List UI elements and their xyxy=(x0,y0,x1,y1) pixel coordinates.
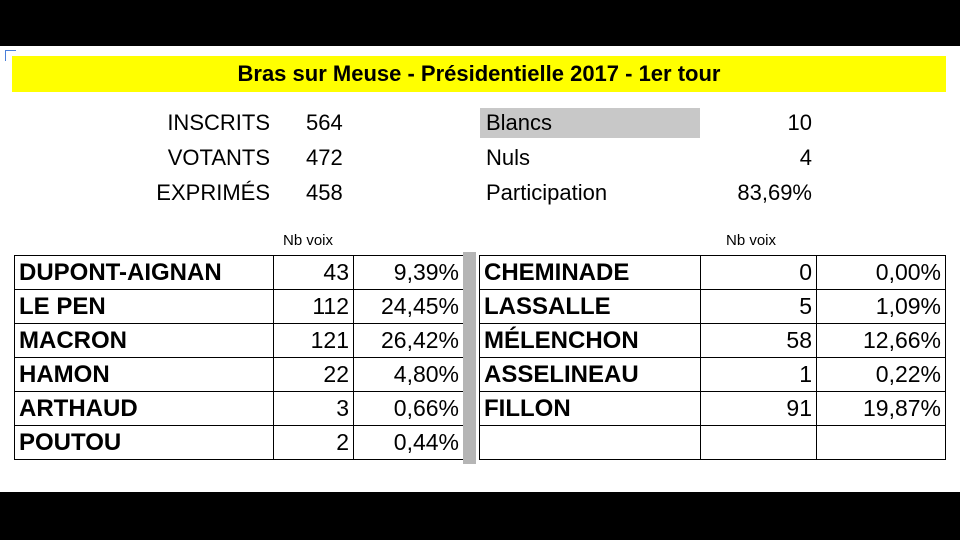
stat-label-participation: Participation xyxy=(486,180,608,205)
candidate-name: LE PEN xyxy=(14,289,274,324)
table-row: POUTOU 2 0,44% xyxy=(14,425,464,460)
candidate-votes: 43 xyxy=(273,255,354,290)
stat-value-blancs: 10 xyxy=(787,110,812,135)
stat-value-nuls: 4 xyxy=(799,145,812,170)
stat-label-nuls: Nuls xyxy=(486,145,531,170)
table-row: FILLON 91 19,87% xyxy=(479,391,946,426)
spreadsheet-area: Bras sur Meuse - Présidentielle 2017 - 1… xyxy=(0,46,960,492)
table-row: DUPONT-AIGNAN 43 9,39% xyxy=(14,255,464,290)
candidate-votes: 112 xyxy=(273,289,354,324)
candidate-percent: 19,87% xyxy=(816,391,946,426)
candidate-percent: 0,44% xyxy=(353,425,464,460)
candidate-percent: 0,66% xyxy=(353,391,464,426)
results-table-left: DUPONT-AIGNAN 43 9,39% LE PEN 112 24,45%… xyxy=(14,255,464,460)
table-row: HAMON 22 4,80% xyxy=(14,357,464,392)
candidate-name: FILLON xyxy=(479,391,701,426)
stat-value-exprimes: 458 xyxy=(306,180,343,205)
page-title: Bras sur Meuse - Présidentielle 2017 - 1… xyxy=(12,56,946,92)
candidate-percent: 24,45% xyxy=(353,289,464,324)
stat-value-inscrits: 564 xyxy=(306,110,343,135)
candidate-percent: 26,42% xyxy=(353,323,464,358)
candidate-name: MACRON xyxy=(14,323,274,358)
empty-cell xyxy=(816,425,946,460)
candidate-percent: 1,09% xyxy=(816,289,946,324)
stat-label-blancs: Blancs xyxy=(480,108,700,138)
candidate-votes: 121 xyxy=(273,323,354,358)
column-header-nb-voix-left: Nb voix xyxy=(283,232,334,249)
table-row xyxy=(479,425,946,460)
empty-cell xyxy=(479,425,701,460)
candidate-name: LASSALLE xyxy=(479,289,701,324)
candidate-name: ARTHAUD xyxy=(14,391,274,426)
candidate-percent: 4,80% xyxy=(353,357,464,392)
candidate-votes: 58 xyxy=(700,323,817,358)
candidate-name: ASSELINEAU xyxy=(479,357,701,392)
stat-label-exprimes: EXPRIMÉS xyxy=(156,180,270,205)
candidate-votes: 0 xyxy=(700,255,817,290)
table-row: ASSELINEAU 1 0,22% xyxy=(479,357,946,392)
results-table-right: CHEMINADE 0 0,00% LASSALLE 5 1,09% MÉLEN… xyxy=(479,255,946,460)
candidate-percent: 0,22% xyxy=(816,357,946,392)
candidate-votes: 3 xyxy=(273,391,354,426)
candidate-votes: 1 xyxy=(700,357,817,392)
table-row: MÉLENCHON 58 12,66% xyxy=(479,323,946,358)
candidate-name: DUPONT-AIGNAN xyxy=(14,255,274,290)
stat-value-votants: 472 xyxy=(306,145,343,170)
candidate-percent: 9,39% xyxy=(353,255,464,290)
stat-label-inscrits: INSCRITS xyxy=(167,110,270,135)
candidate-percent: 12,66% xyxy=(816,323,946,358)
candidate-votes: 91 xyxy=(700,391,817,426)
table-divider xyxy=(463,252,476,464)
candidate-name: POUTOU xyxy=(14,425,274,460)
candidate-name: CHEMINADE xyxy=(479,255,701,290)
candidate-name: HAMON xyxy=(14,357,274,392)
candidate-percent: 0,00% xyxy=(816,255,946,290)
candidate-votes: 2 xyxy=(273,425,354,460)
table-row: CHEMINADE 0 0,00% xyxy=(479,255,946,290)
table-row: LASSALLE 5 1,09% xyxy=(479,289,946,324)
candidate-name: MÉLENCHON xyxy=(479,323,701,358)
table-row: MACRON 121 26,42% xyxy=(14,323,464,358)
stat-label-votants: VOTANTS xyxy=(167,145,270,170)
table-row: ARTHAUD 3 0,66% xyxy=(14,391,464,426)
column-header-nb-voix-right: Nb voix xyxy=(726,232,777,249)
table-row: LE PEN 112 24,45% xyxy=(14,289,464,324)
stat-value-participation: 83,69% xyxy=(737,180,812,205)
candidate-votes: 5 xyxy=(700,289,817,324)
empty-cell xyxy=(700,425,817,460)
cell-selection-marker xyxy=(5,50,16,61)
candidate-votes: 22 xyxy=(273,357,354,392)
